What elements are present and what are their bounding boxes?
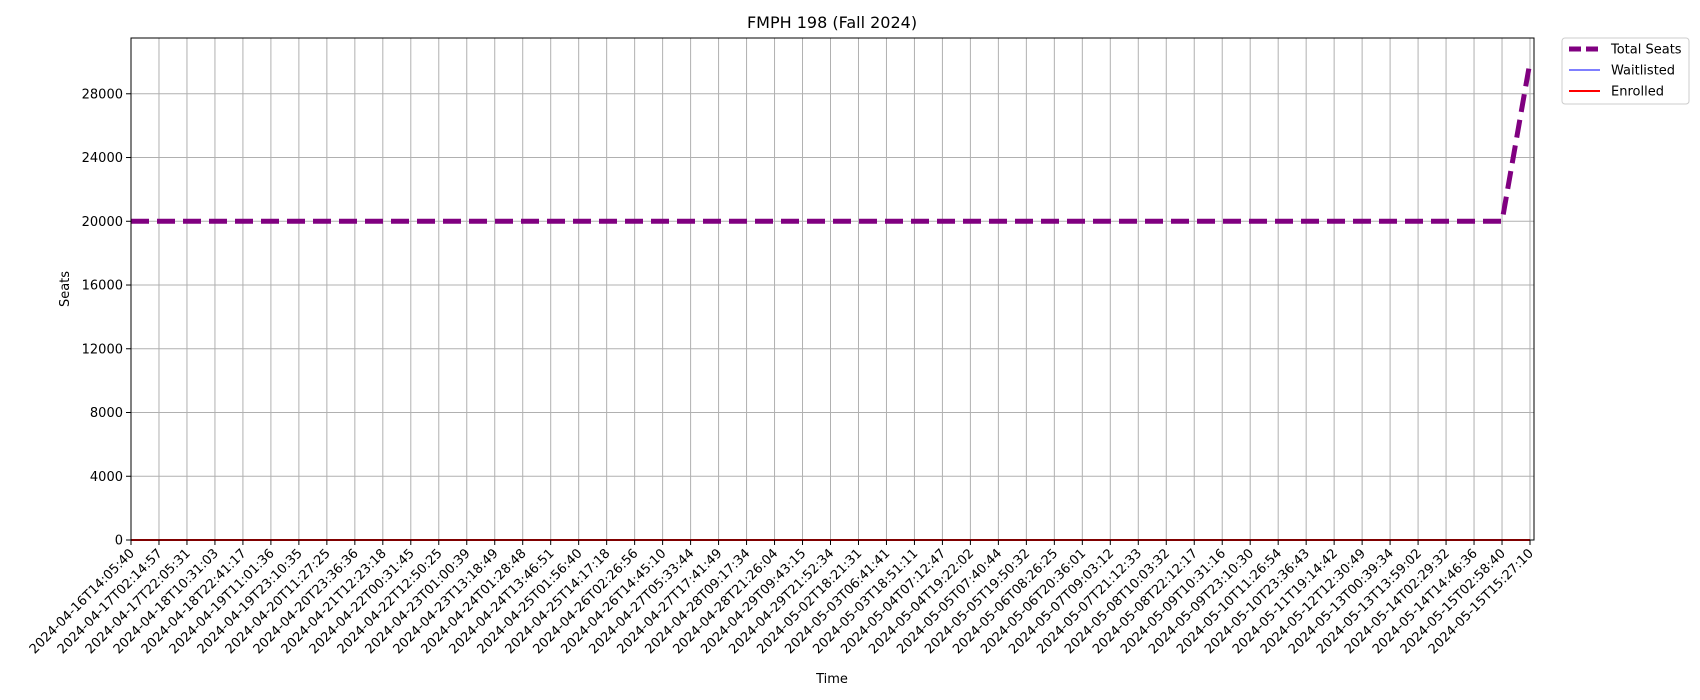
grid-layer: [130, 38, 1534, 541]
y-axis: 0 4000 8000 12000 16000 20000 24000 28000: [82, 87, 131, 549]
y-tick-label: 4000: [90, 470, 123, 485]
y-tick-label: 20000: [82, 215, 123, 230]
y-tick-label: 24000: [82, 151, 123, 166]
y-tick-label: 28000: [82, 87, 123, 102]
y-tick-label: 16000: [82, 279, 123, 294]
plot-frame: [130, 37, 1535, 541]
y-axis-title: Seats: [58, 271, 73, 307]
x-axis-title: Time: [815, 672, 848, 687]
legend-label-waitlisted: Waitlisted: [1611, 64, 1675, 79]
legend: Total Seats Waitlisted Enrolled: [1561, 37, 1690, 105]
legend-label-enrolled: Enrolled: [1611, 85, 1664, 100]
y-tick-label: 8000: [90, 406, 123, 421]
x-axis: 2024-04-16T14:05:402024-04-17T02:14:5720…: [27, 540, 1537, 657]
y-tick-label: 0: [115, 534, 123, 549]
y-tick-label: 12000: [82, 342, 123, 357]
legend-label-total-seats: Total Seats: [1610, 43, 1682, 58]
chart-title: FMPH 198 (Fall 2024): [747, 13, 917, 32]
legend-box: [1561, 37, 1690, 105]
